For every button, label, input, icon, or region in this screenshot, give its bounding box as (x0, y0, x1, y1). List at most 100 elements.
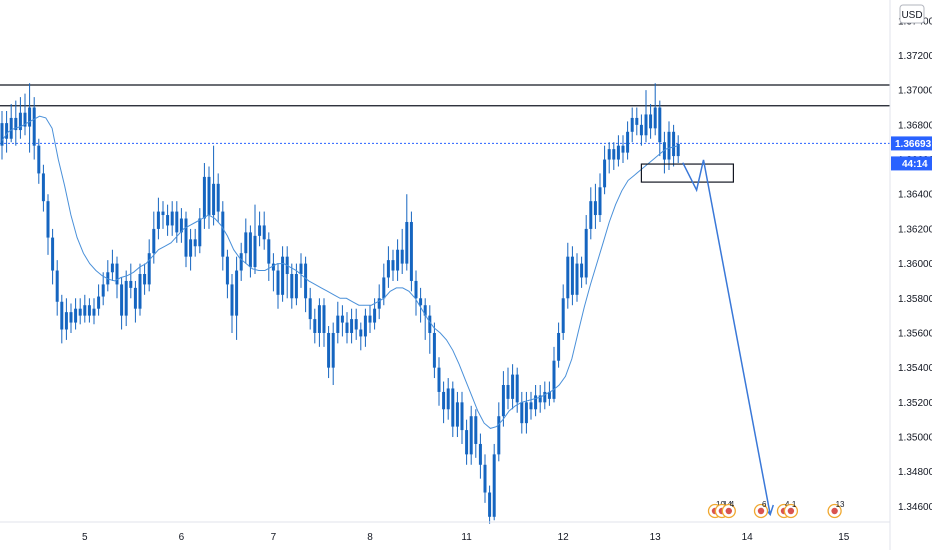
candle-body (253, 235, 257, 268)
candle (465, 419, 469, 465)
event-badge[interactable]: 4 (721, 500, 736, 519)
candle (667, 121, 671, 170)
price-tick-label: 1.36000 (898, 259, 932, 270)
candle (258, 211, 262, 247)
event-count: 4 (730, 500, 735, 509)
candle-body (658, 107, 662, 143)
candle (115, 256, 119, 299)
candle (92, 298, 96, 325)
candle (317, 298, 321, 347)
candle-body (400, 249, 404, 264)
candle-body (115, 263, 119, 285)
candle (649, 104, 653, 139)
price-tick-label: 1.37000 (898, 86, 932, 97)
candle-body (97, 296, 101, 309)
candle (593, 183, 597, 229)
candle (138, 263, 142, 316)
candle-body (41, 173, 45, 202)
event-count: 6 (762, 500, 767, 509)
zone-box[interactable] (640, 163, 735, 183)
candle (437, 357, 441, 406)
candle (511, 364, 515, 410)
candle (327, 326, 331, 379)
event-count: 13 (836, 500, 845, 509)
time-tick-label: 5 (82, 532, 88, 543)
candle (166, 204, 170, 236)
candle-body (538, 395, 542, 403)
candle (621, 135, 625, 164)
candle-body (156, 211, 160, 229)
candle (239, 242, 243, 281)
candle (428, 305, 432, 354)
candle-body (488, 492, 492, 517)
candle (653, 83, 657, 136)
candle-body (216, 183, 220, 212)
price-axis[interactable]: 1.374001.372001.370001.368001.366001.364… (898, 16, 932, 513)
candle-body (455, 402, 459, 427)
event-badges[interactable]: 1014464113 (707, 500, 846, 519)
candle-body (290, 274, 294, 299)
candle-body (552, 360, 556, 399)
candle-body (368, 315, 372, 323)
candle (566, 242, 570, 309)
candle (207, 166, 211, 229)
candle-body (166, 215, 170, 226)
candle (262, 211, 266, 250)
candle (547, 381, 551, 406)
time-tick-label: 12 (558, 532, 570, 543)
candle (322, 298, 326, 347)
candle (589, 187, 593, 240)
candle (432, 322, 436, 379)
candle-body (345, 322, 349, 333)
candle-body (87, 305, 91, 316)
candle-body (32, 107, 36, 146)
price-tick-label: 1.36200 (898, 224, 932, 235)
candle (37, 138, 41, 184)
candle-body (83, 305, 87, 316)
candle (616, 135, 620, 167)
candle-body (354, 319, 358, 330)
candle (143, 263, 147, 295)
candle (469, 405, 473, 465)
candle-body (644, 114, 648, 136)
candle-body (524, 402, 528, 424)
event-badge[interactable]: 6 (753, 500, 769, 519)
event-flag-icon-inner (831, 507, 838, 515)
candle (570, 246, 574, 306)
candle-body (566, 256, 570, 299)
candle-body (575, 263, 579, 295)
candle-body (152, 228, 156, 254)
candle-body (649, 114, 653, 129)
candle-body (281, 256, 285, 295)
candle-body (64, 312, 68, 330)
candle-body (129, 280, 133, 288)
candle (400, 228, 404, 275)
candle (184, 211, 188, 268)
candle (225, 249, 229, 299)
candle-body (294, 274, 298, 299)
candle (626, 121, 630, 160)
candle-body (653, 107, 657, 129)
candle-body (423, 305, 427, 316)
candle-body (409, 221, 413, 281)
time-axis[interactable]: 5 6 7 8 11 12 13 14 15 (82, 532, 850, 543)
candle-body (92, 308, 96, 316)
projection-arrow[interactable] (682, 159, 771, 515)
candle (354, 308, 358, 340)
event-badge[interactable]: 13 (827, 500, 845, 519)
event-badge[interactable]: 1 (783, 500, 799, 519)
currency-badge[interactable]: USD (899, 4, 925, 24)
candle-body (147, 253, 151, 285)
candle (290, 263, 294, 309)
candle (230, 274, 234, 333)
candle-body (589, 201, 593, 229)
candle-body (161, 211, 165, 216)
candle-body (515, 374, 519, 403)
candle (409, 211, 413, 292)
price-tick-label: 1.34800 (898, 467, 932, 478)
candle (644, 90, 648, 143)
candle-body (331, 332, 335, 368)
candle (584, 215, 588, 285)
candle (419, 287, 423, 323)
